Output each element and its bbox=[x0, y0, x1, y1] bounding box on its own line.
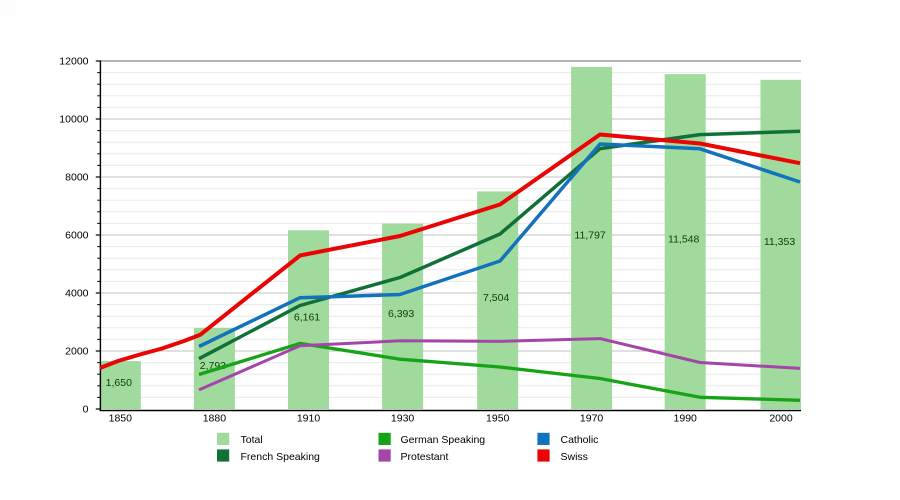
svg-text:Catholic: Catholic bbox=[561, 434, 599, 446]
svg-text:8000: 8000 bbox=[65, 172, 89, 184]
svg-text:French Speaking: French Speaking bbox=[241, 451, 321, 463]
svg-text:Protestant: Protestant bbox=[401, 451, 449, 463]
svg-text:1,650: 1,650 bbox=[106, 377, 132, 389]
svg-text:6,161: 6,161 bbox=[294, 311, 320, 323]
svg-text:1850: 1850 bbox=[109, 413, 133, 425]
svg-text:6000: 6000 bbox=[65, 230, 89, 242]
svg-text:4000: 4000 bbox=[65, 288, 89, 300]
svg-text:7,504: 7,504 bbox=[483, 292, 509, 304]
svg-text:11,797: 11,797 bbox=[574, 230, 605, 242]
svg-text:1930: 1930 bbox=[391, 413, 415, 425]
svg-text:1990: 1990 bbox=[674, 413, 698, 425]
svg-text:12000: 12000 bbox=[59, 56, 88, 68]
svg-text:1950: 1950 bbox=[486, 413, 510, 425]
svg-text:1910: 1910 bbox=[297, 413, 321, 425]
svg-text:6,393: 6,393 bbox=[388, 308, 414, 320]
svg-text:11,548: 11,548 bbox=[668, 233, 699, 245]
svg-text:2000: 2000 bbox=[65, 346, 89, 358]
svg-text:German Speaking: German Speaking bbox=[401, 434, 486, 446]
svg-text:Swiss: Swiss bbox=[561, 451, 588, 463]
svg-text:1970: 1970 bbox=[580, 413, 604, 425]
svg-text:2000: 2000 bbox=[769, 413, 793, 425]
svg-text:Total: Total bbox=[241, 434, 263, 446]
svg-text:0: 0 bbox=[83, 404, 89, 416]
svg-text:10000: 10000 bbox=[59, 114, 88, 126]
svg-text:1880: 1880 bbox=[203, 413, 227, 425]
svg-text:11,353: 11,353 bbox=[764, 236, 795, 248]
